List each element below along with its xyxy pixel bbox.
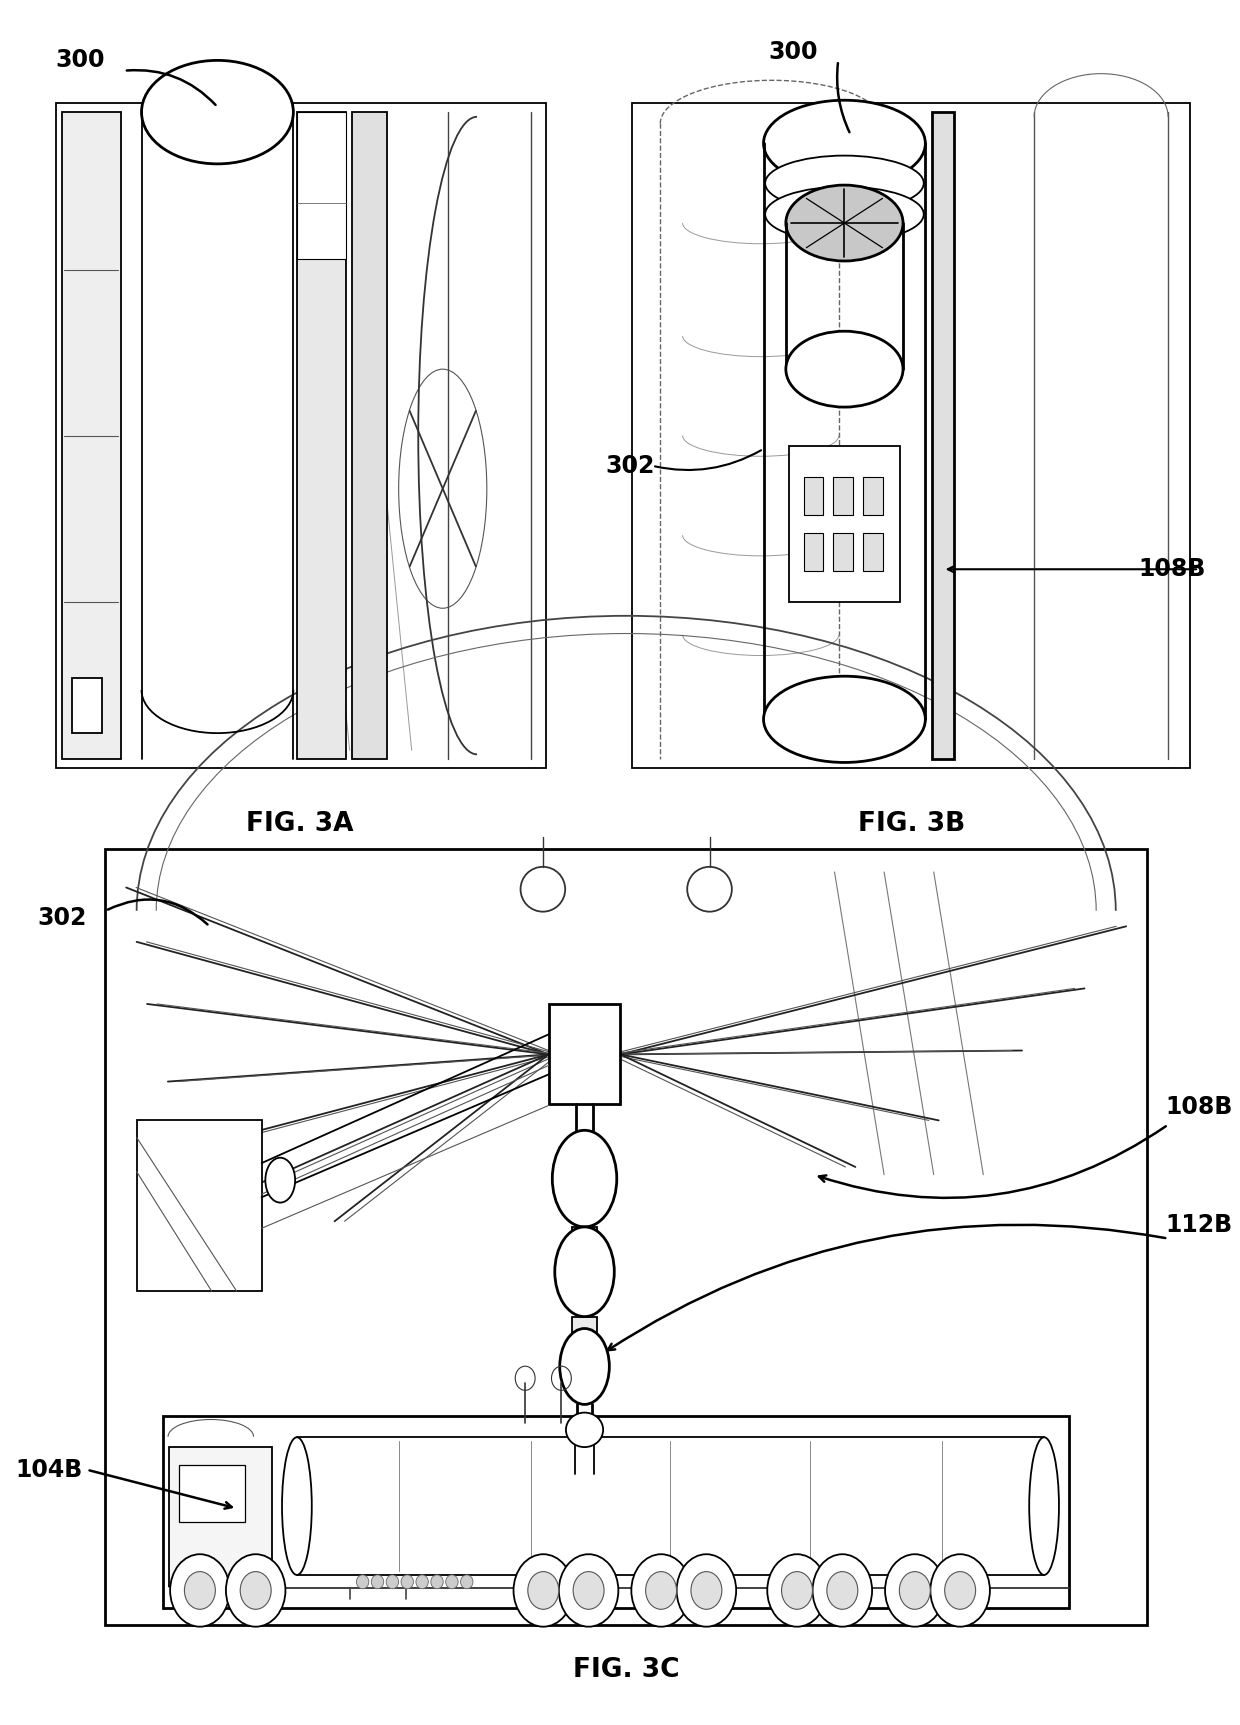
- Bar: [632, 104, 1190, 768]
- Ellipse shape: [786, 331, 903, 407]
- Bar: [804, 478, 823, 516]
- Ellipse shape: [371, 1575, 383, 1589]
- Ellipse shape: [281, 1437, 311, 1575]
- Ellipse shape: [786, 185, 903, 260]
- Ellipse shape: [265, 1157, 295, 1202]
- Ellipse shape: [930, 1554, 990, 1627]
- Ellipse shape: [765, 155, 924, 210]
- Text: FIG. 3B: FIG. 3B: [858, 811, 965, 837]
- Text: FIG. 3A: FIG. 3A: [247, 811, 353, 837]
- Ellipse shape: [764, 676, 925, 762]
- Bar: [863, 478, 883, 516]
- Bar: [789, 447, 900, 602]
- Text: 112B: 112B: [1166, 1213, 1233, 1237]
- Ellipse shape: [812, 1554, 872, 1627]
- Bar: [548, 1004, 620, 1104]
- Bar: [136, 1121, 262, 1290]
- Ellipse shape: [572, 1459, 596, 1487]
- Text: 300: 300: [56, 48, 105, 72]
- Ellipse shape: [356, 1575, 368, 1589]
- Bar: [169, 1447, 272, 1587]
- Ellipse shape: [559, 1328, 609, 1404]
- Ellipse shape: [827, 1571, 858, 1609]
- Bar: [56, 104, 546, 768]
- Bar: [572, 1226, 596, 1245]
- Ellipse shape: [445, 1575, 458, 1589]
- Ellipse shape: [185, 1571, 216, 1609]
- Ellipse shape: [528, 1571, 559, 1609]
- Bar: [72, 678, 102, 733]
- Ellipse shape: [573, 1571, 604, 1609]
- Ellipse shape: [677, 1554, 737, 1627]
- Text: 108B: 108B: [1166, 1095, 1233, 1120]
- Ellipse shape: [945, 1571, 976, 1609]
- Ellipse shape: [460, 1575, 472, 1589]
- Ellipse shape: [1029, 1437, 1059, 1575]
- Ellipse shape: [899, 1571, 930, 1609]
- Text: 302: 302: [37, 906, 87, 930]
- Bar: [833, 533, 853, 571]
- Ellipse shape: [646, 1571, 677, 1609]
- Bar: [298, 112, 346, 259]
- Ellipse shape: [226, 1554, 285, 1627]
- Bar: [804, 533, 823, 571]
- Ellipse shape: [768, 1554, 827, 1627]
- Ellipse shape: [430, 1575, 443, 1589]
- Ellipse shape: [691, 1571, 722, 1609]
- Bar: [105, 849, 1147, 1625]
- Ellipse shape: [554, 1226, 614, 1316]
- Text: 300: 300: [769, 40, 818, 64]
- Ellipse shape: [765, 186, 924, 242]
- Ellipse shape: [141, 60, 294, 164]
- Ellipse shape: [631, 1554, 691, 1627]
- Ellipse shape: [241, 1571, 272, 1609]
- Ellipse shape: [513, 1554, 573, 1627]
- Bar: [572, 1316, 596, 1342]
- Ellipse shape: [386, 1575, 398, 1589]
- Ellipse shape: [764, 100, 925, 186]
- Bar: [179, 1465, 246, 1523]
- Ellipse shape: [885, 1554, 945, 1627]
- Text: FIG. 3C: FIG. 3C: [573, 1656, 680, 1684]
- Bar: [62, 112, 120, 759]
- Ellipse shape: [552, 1130, 616, 1226]
- Bar: [931, 112, 954, 759]
- Ellipse shape: [170, 1554, 229, 1627]
- Ellipse shape: [559, 1554, 619, 1627]
- Ellipse shape: [415, 1575, 428, 1589]
- Bar: [863, 533, 883, 571]
- Bar: [352, 112, 387, 759]
- Ellipse shape: [401, 1575, 413, 1589]
- Text: 302: 302: [605, 454, 655, 478]
- Text: 108B: 108B: [1138, 557, 1205, 581]
- Text: 104B: 104B: [15, 1458, 82, 1482]
- Bar: [298, 112, 346, 759]
- Ellipse shape: [565, 1413, 603, 1447]
- Bar: [162, 1416, 1069, 1608]
- Bar: [833, 478, 853, 516]
- Ellipse shape: [781, 1571, 812, 1609]
